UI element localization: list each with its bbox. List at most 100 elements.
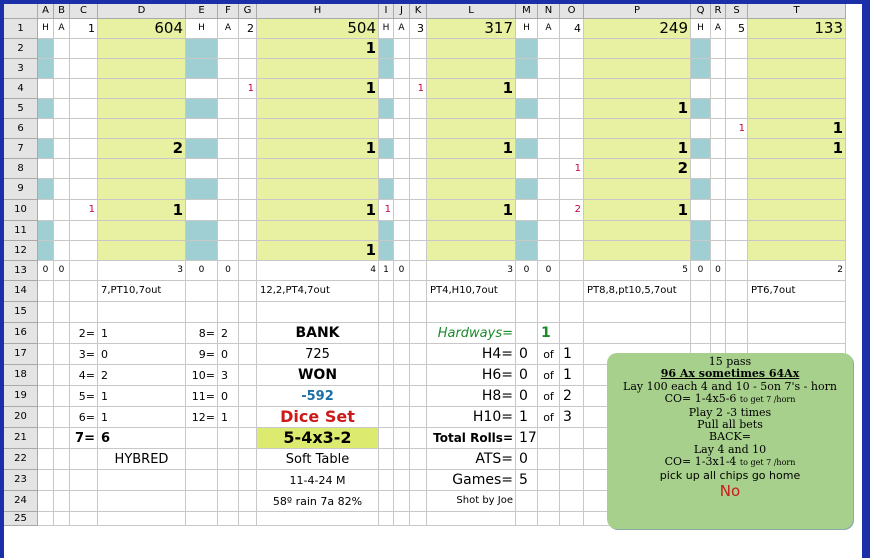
cell-N24[interactable] (538, 491, 560, 512)
cell-F10[interactable] (218, 200, 239, 221)
cell-B20[interactable] (54, 407, 70, 428)
cell-J15[interactable] (394, 302, 410, 323)
cell-G12[interactable] (239, 241, 257, 261)
cell-B22[interactable] (54, 449, 70, 470)
cell-A25[interactable] (38, 512, 54, 526)
cell-T14[interactable]: PT6,7out (748, 281, 846, 302)
cell-N21[interactable] (538, 428, 560, 449)
cell-B3[interactable] (54, 59, 70, 79)
row-header-21[interactable]: 21 (4, 428, 38, 449)
cell-H16[interactable]: BANK (257, 323, 379, 344)
cell-H18[interactable]: WON (257, 365, 379, 386)
cell-R1[interactable]: A (711, 19, 726, 39)
cell-L9[interactable] (427, 179, 516, 200)
cell-I12[interactable] (379, 241, 394, 261)
cell-I9[interactable] (379, 179, 394, 200)
cell-Q12[interactable] (691, 241, 711, 261)
cell-D12[interactable] (98, 241, 186, 261)
row-header-9[interactable]: 9 (4, 179, 38, 200)
cell-A19[interactable] (38, 386, 54, 407)
cell-K16[interactable] (410, 323, 427, 344)
cell-L24[interactable]: Shot by Joe (427, 491, 516, 512)
cell-L23[interactable]: Games= (427, 470, 516, 491)
cell-J10[interactable] (394, 200, 410, 221)
cell-C1[interactable]: 1 (70, 19, 98, 39)
cell-L20[interactable]: H10= (427, 407, 516, 428)
cell-J4[interactable] (394, 79, 410, 99)
row-header-2[interactable]: 2 (4, 39, 38, 59)
row-header-25[interactable]: 25 (4, 512, 38, 526)
cell-B14[interactable] (54, 281, 70, 302)
cell-R12[interactable] (711, 241, 726, 261)
cell-C24[interactable] (70, 491, 98, 512)
cell-F17[interactable]: 0 (218, 344, 239, 365)
cell-L14[interactable]: PT4,H10,7out (427, 281, 516, 302)
cell-L17[interactable]: H4= (427, 344, 516, 365)
row-header-6[interactable]: 6 (4, 119, 38, 139)
cell-O24[interactable] (560, 491, 584, 512)
cell-G1[interactable]: 2 (239, 19, 257, 39)
cell-C18[interactable]: 4= (70, 365, 98, 386)
cell-R4[interactable] (711, 79, 726, 99)
cell-D19[interactable]: 1 (98, 386, 186, 407)
cell-K22[interactable] (410, 449, 427, 470)
column-header-C[interactable]: C (70, 4, 98, 19)
cell-B16[interactable] (54, 323, 70, 344)
cell-H11[interactable] (257, 221, 379, 241)
cell-R16[interactable] (711, 323, 726, 344)
cell-T9[interactable] (748, 179, 846, 200)
cell-D16[interactable]: 1 (98, 323, 186, 344)
cell-D17[interactable]: 0 (98, 344, 186, 365)
cell-H7[interactable]: 1 (257, 139, 379, 159)
cell-D2[interactable] (98, 39, 186, 59)
cell-M6[interactable] (516, 119, 538, 139)
cell-N10[interactable] (538, 200, 560, 221)
cell-S11[interactable] (726, 221, 748, 241)
cell-M19[interactable]: 0 (516, 386, 538, 407)
cell-E4[interactable] (186, 79, 218, 99)
cell-S5[interactable] (726, 99, 748, 119)
cell-T16[interactable] (748, 323, 846, 344)
cell-G23[interactable] (239, 470, 257, 491)
cell-L12[interactable] (427, 241, 516, 261)
cell-D4[interactable] (98, 79, 186, 99)
cell-T13[interactable]: 2 (748, 261, 846, 281)
cell-R11[interactable] (711, 221, 726, 241)
cell-E13[interactable]: 0 (186, 261, 218, 281)
cell-G2[interactable] (239, 39, 257, 59)
column-header-T[interactable]: T (748, 4, 846, 19)
cell-O8[interactable]: 1 (560, 159, 584, 179)
cell-E11[interactable] (186, 221, 218, 241)
cell-G6[interactable] (239, 119, 257, 139)
cell-J17[interactable] (394, 344, 410, 365)
cell-S6[interactable]: 1 (726, 119, 748, 139)
cell-B18[interactable] (54, 365, 70, 386)
cell-K6[interactable] (410, 119, 427, 139)
cell-M18[interactable]: 0 (516, 365, 538, 386)
cell-G20[interactable] (239, 407, 257, 428)
cell-Q16[interactable] (691, 323, 711, 344)
cell-E15[interactable] (186, 302, 218, 323)
cell-H14[interactable]: 12,2,PT4,7out (257, 281, 379, 302)
cell-P8[interactable]: 2 (584, 159, 691, 179)
cell-Q14[interactable] (691, 281, 711, 302)
cell-D11[interactable] (98, 221, 186, 241)
cell-J25[interactable] (394, 512, 410, 526)
cell-K20[interactable] (410, 407, 427, 428)
cell-H6[interactable] (257, 119, 379, 139)
cell-K13[interactable] (410, 261, 427, 281)
row-header-12[interactable]: 12 (4, 241, 38, 261)
cell-A18[interactable] (38, 365, 54, 386)
cell-E7[interactable] (186, 139, 218, 159)
cell-H3[interactable] (257, 59, 379, 79)
cell-O21[interactable] (560, 428, 584, 449)
cell-H1[interactable]: 504 (257, 19, 379, 39)
cell-I5[interactable] (379, 99, 394, 119)
cell-R7[interactable] (711, 139, 726, 159)
cell-G3[interactable] (239, 59, 257, 79)
cell-E2[interactable] (186, 39, 218, 59)
cell-E6[interactable] (186, 119, 218, 139)
cell-K9[interactable] (410, 179, 427, 200)
cell-E1[interactable]: H (186, 19, 218, 39)
cell-C4[interactable] (70, 79, 98, 99)
